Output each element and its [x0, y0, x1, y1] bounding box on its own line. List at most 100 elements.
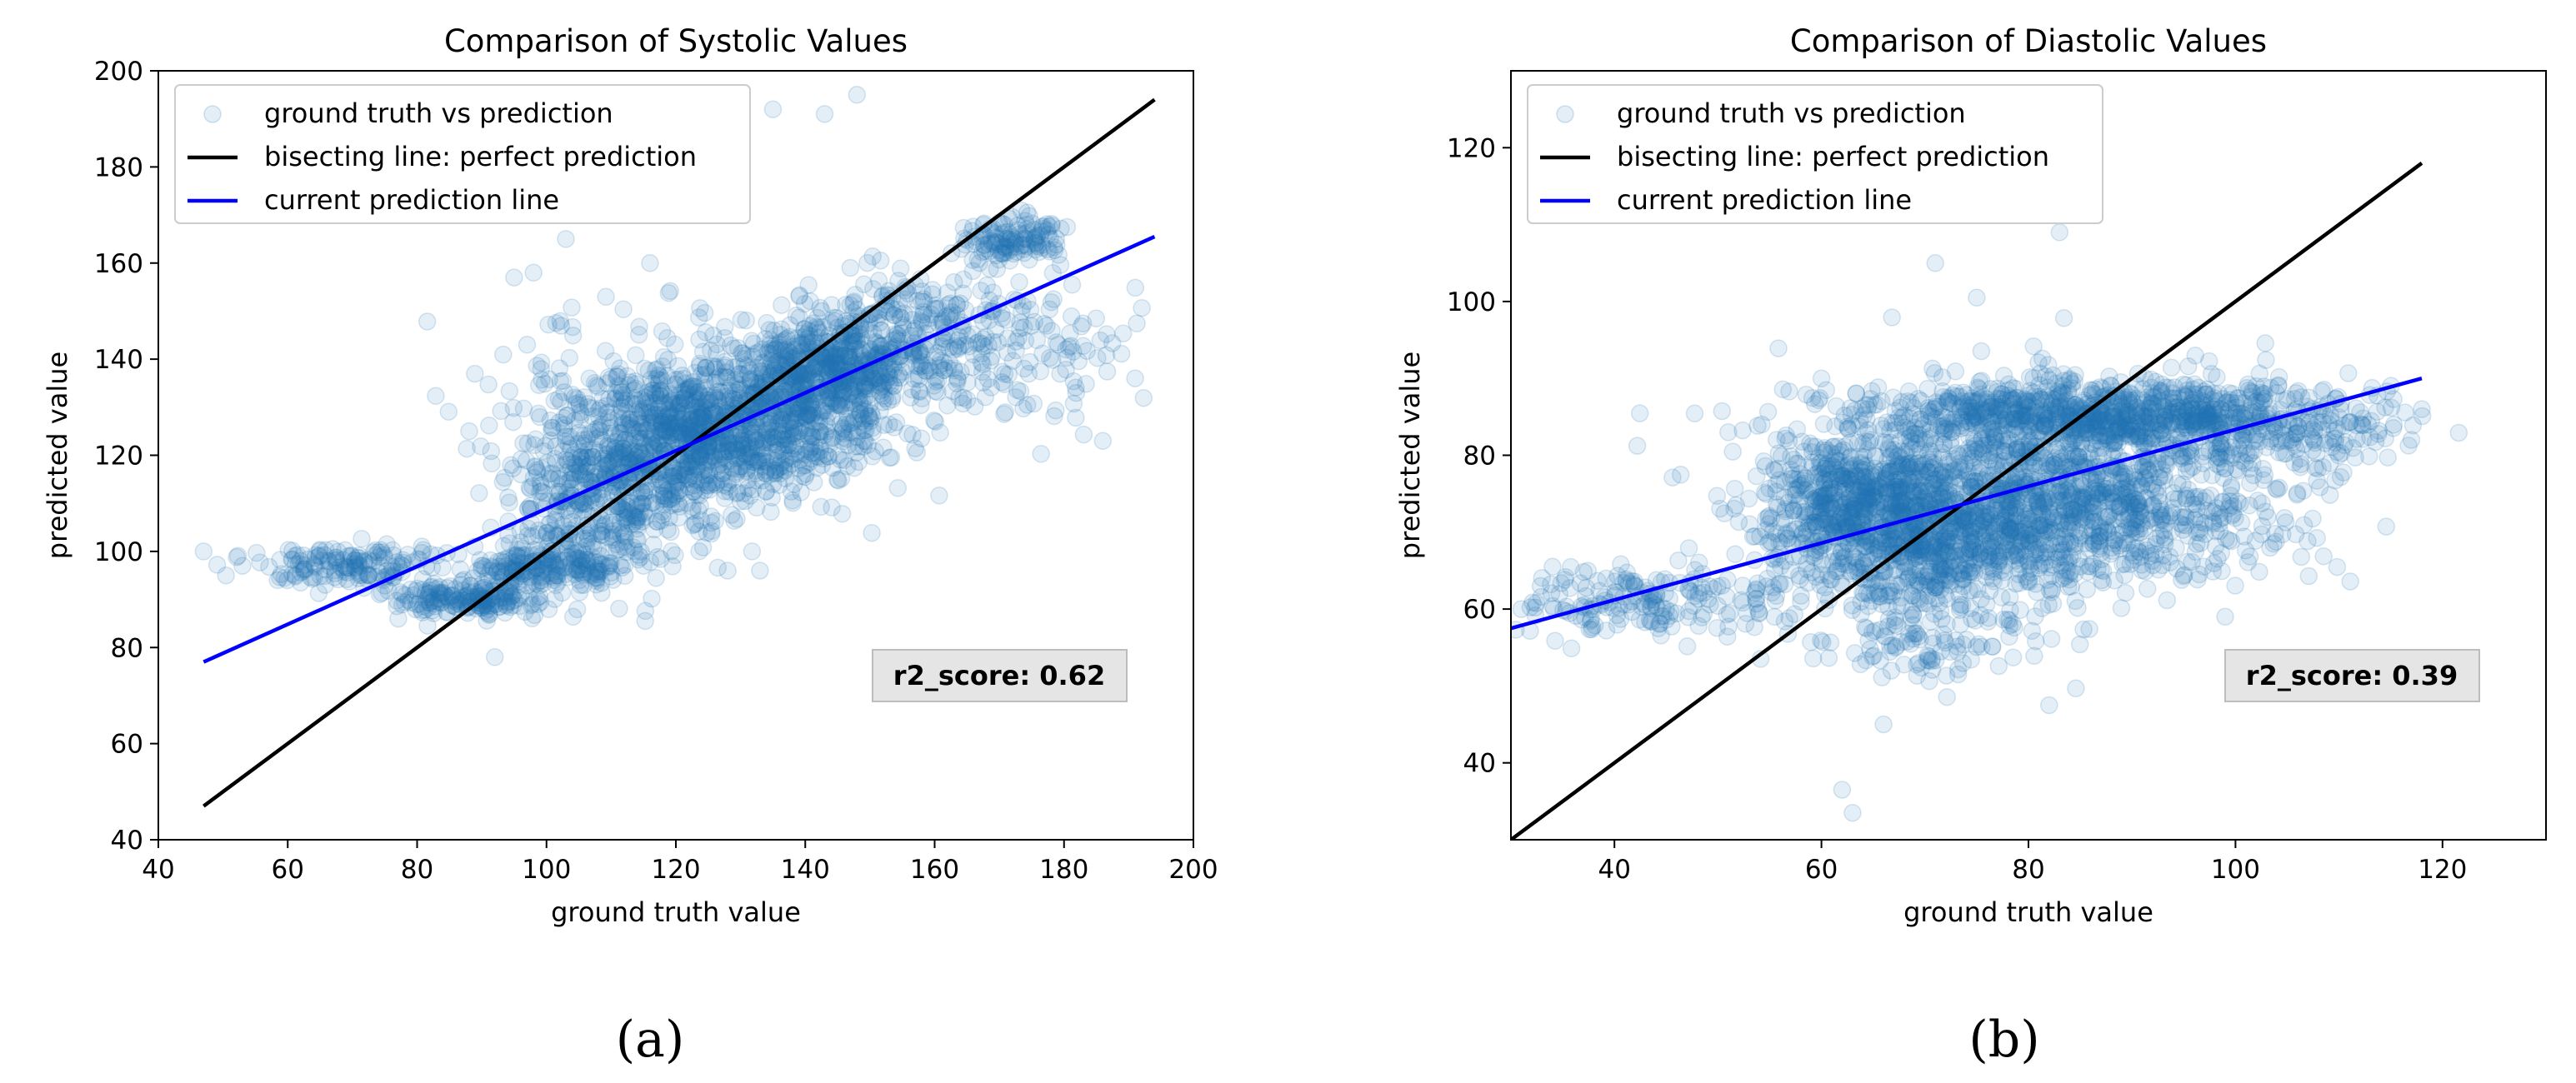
data-point: [732, 432, 751, 450]
data-point: [775, 403, 794, 422]
data-point: [1045, 238, 1063, 257]
data-point: [766, 457, 784, 477]
data-point: [808, 458, 827, 477]
data-point: [743, 542, 762, 561]
data-point: [850, 400, 868, 419]
data-point: [1126, 369, 1144, 387]
data-point: [599, 456, 618, 475]
data-point: [1671, 466, 1690, 484]
data-point: [665, 335, 684, 354]
data-point: [610, 423, 629, 442]
data-point: [480, 416, 498, 435]
data-point: [496, 586, 514, 605]
data-point: [690, 414, 708, 433]
data-point: [746, 432, 764, 452]
x-tick-label: 60: [272, 855, 304, 885]
data-point: [628, 408, 648, 427]
data-point: [693, 403, 712, 422]
data-point: [702, 507, 721, 526]
data-point: [820, 435, 839, 454]
data-point: [1014, 318, 1033, 337]
data-point: [638, 421, 658, 440]
y-tick-label: 40: [111, 826, 143, 856]
data-point: [767, 430, 785, 448]
data-point: [803, 427, 822, 446]
data-point: [843, 423, 862, 442]
data-point: [926, 412, 945, 431]
data-point: [628, 407, 647, 425]
data-point: [661, 427, 680, 446]
data-point: [608, 442, 626, 461]
data-point: [600, 403, 618, 422]
data-point: [733, 457, 751, 476]
data-point: [697, 359, 715, 377]
legend-entry: ground truth vs prediction: [264, 97, 613, 129]
data-point: [1126, 278, 1145, 297]
data-point: [763, 347, 783, 367]
data-point: [2314, 546, 2333, 566]
data-point: [680, 418, 698, 437]
data-point: [389, 609, 408, 628]
data-point: [745, 453, 764, 472]
data-point: [610, 599, 628, 618]
data-point: [708, 357, 726, 376]
data-point: [908, 357, 926, 376]
data-point: [743, 424, 763, 443]
data-point: [2292, 547, 2311, 566]
data-point: [668, 402, 687, 421]
data-point: [571, 448, 590, 467]
data-point: [1042, 292, 1061, 312]
data-point: [661, 282, 679, 301]
scatter-points: [194, 86, 1153, 666]
data-point: [589, 443, 608, 462]
data-point: [675, 458, 694, 477]
data-point: [918, 315, 938, 334]
data-point: [783, 492, 802, 510]
data-point: [930, 487, 948, 505]
data-point: [589, 407, 608, 426]
data-point: [757, 447, 776, 465]
data-point: [427, 387, 445, 405]
data-point: [666, 375, 685, 393]
data-point: [803, 427, 823, 447]
data-point: [719, 382, 738, 400]
data-point: [728, 434, 748, 453]
data-point: [673, 462, 692, 480]
data-point: [702, 452, 720, 470]
data-point: [688, 458, 706, 477]
data-point: [871, 402, 889, 420]
data-point: [620, 438, 639, 457]
data-point: [784, 424, 803, 442]
data-point: [683, 502, 702, 521]
data-point: [781, 412, 800, 432]
data-point: [248, 543, 266, 562]
data-point: [758, 313, 776, 332]
data-point: [495, 550, 514, 569]
data-point: [840, 423, 858, 442]
data-point: [485, 648, 504, 666]
y-tick-label: 140: [94, 345, 143, 375]
data-point: [2246, 532, 2265, 550]
data-point: [653, 414, 673, 432]
data-point: [194, 542, 213, 561]
data-point: [689, 308, 708, 327]
data-point: [993, 309, 1012, 327]
data-point: [680, 470, 698, 489]
data-point: [644, 437, 663, 457]
data-point: [271, 551, 289, 569]
x-tick-label: 120: [651, 855, 700, 885]
data-point: [723, 506, 741, 524]
data-point: [698, 453, 717, 472]
data-point: [818, 404, 838, 423]
data-point: [708, 389, 727, 408]
data-point: [854, 437, 873, 456]
data-point: [591, 399, 610, 417]
y-tick-label: 60: [111, 730, 143, 760]
data-point: [832, 469, 851, 488]
data-point: [666, 414, 684, 432]
data-point: [483, 454, 501, 473]
data-point: [504, 398, 523, 417]
data-point: [2024, 337, 2043, 356]
chart-title: Comparison of Systolic Values: [444, 23, 908, 59]
